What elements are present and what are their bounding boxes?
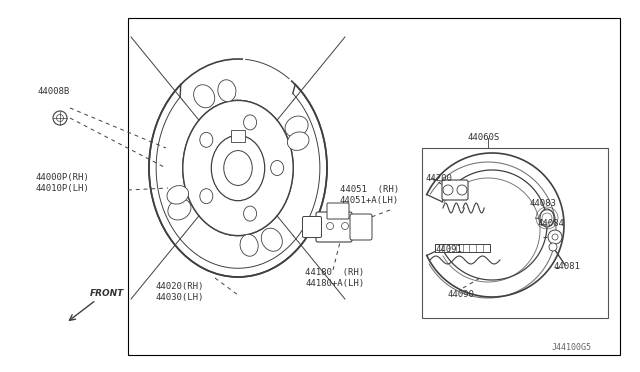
Text: FRONT: FRONT — [90, 289, 124, 298]
Text: 44200: 44200 — [425, 174, 452, 183]
Text: 44084: 44084 — [538, 219, 565, 228]
Ellipse shape — [218, 80, 236, 102]
Ellipse shape — [199, 132, 213, 148]
FancyBboxPatch shape — [316, 212, 352, 242]
Text: 44060S: 44060S — [468, 133, 500, 142]
Ellipse shape — [285, 116, 308, 137]
Text: J44100G5: J44100G5 — [552, 343, 592, 352]
Ellipse shape — [240, 234, 258, 256]
Circle shape — [326, 222, 333, 230]
FancyBboxPatch shape — [442, 180, 468, 200]
FancyBboxPatch shape — [327, 203, 349, 219]
Ellipse shape — [199, 188, 213, 204]
Ellipse shape — [243, 114, 257, 131]
Ellipse shape — [194, 85, 214, 108]
Ellipse shape — [168, 199, 191, 220]
Ellipse shape — [271, 160, 284, 176]
Text: 44090: 44090 — [448, 290, 475, 299]
Ellipse shape — [200, 132, 213, 147]
Bar — [435, 244, 490, 252]
Ellipse shape — [183, 100, 293, 235]
FancyBboxPatch shape — [303, 217, 321, 237]
Circle shape — [443, 185, 453, 195]
Text: 44000P(RH)
44010P(LH): 44000P(RH) 44010P(LH) — [36, 173, 90, 193]
Ellipse shape — [224, 151, 252, 185]
Bar — [231, 130, 245, 142]
Circle shape — [549, 243, 557, 251]
Text: 44051  (RH)
44051+A(LH): 44051 (RH) 44051+A(LH) — [340, 185, 399, 205]
Ellipse shape — [224, 151, 252, 185]
Text: 44020(RH)
44030(LH): 44020(RH) 44030(LH) — [155, 282, 204, 302]
Ellipse shape — [200, 189, 213, 204]
Ellipse shape — [548, 230, 562, 244]
Ellipse shape — [261, 228, 282, 251]
Circle shape — [342, 222, 349, 230]
Ellipse shape — [243, 206, 257, 222]
Ellipse shape — [244, 206, 257, 221]
Circle shape — [56, 115, 63, 122]
Text: 44180  (RH)
44180+A(LH): 44180 (RH) 44180+A(LH) — [305, 268, 364, 288]
Ellipse shape — [211, 135, 265, 201]
Ellipse shape — [270, 160, 284, 176]
Ellipse shape — [167, 186, 189, 204]
FancyBboxPatch shape — [350, 214, 372, 240]
Text: 44008B: 44008B — [38, 87, 70, 96]
Text: 44091: 44091 — [435, 245, 462, 254]
Ellipse shape — [158, 70, 318, 266]
Ellipse shape — [211, 135, 265, 201]
Ellipse shape — [183, 100, 293, 235]
Ellipse shape — [149, 59, 327, 277]
Ellipse shape — [160, 72, 316, 264]
Ellipse shape — [540, 209, 554, 227]
Ellipse shape — [244, 115, 257, 130]
Ellipse shape — [287, 132, 309, 150]
Text: 44083: 44083 — [530, 199, 557, 208]
Circle shape — [53, 111, 67, 125]
Circle shape — [457, 185, 467, 195]
Text: 44081: 44081 — [553, 262, 580, 271]
Bar — [422, 148, 608, 318]
Bar — [128, 18, 620, 355]
Ellipse shape — [552, 234, 558, 240]
